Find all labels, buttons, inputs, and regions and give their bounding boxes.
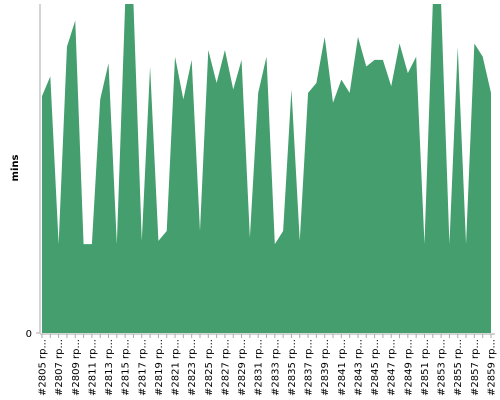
x-tick-label: #2815 rp... (121, 339, 132, 396)
x-tick-label: #2805 rp... (38, 339, 49, 396)
x-tick-label: #2839 rp... (320, 339, 331, 396)
x-tick-label: #2811 rp... (87, 339, 98, 396)
x-tick-label: #2847 rp... (387, 339, 398, 396)
y-axis-label: mins (10, 154, 21, 181)
x-tick-label: #2835 rp... (287, 339, 298, 396)
x-tick-label: #2807 rp... (54, 339, 65, 396)
x-tick-label: #2859 rp... (487, 339, 498, 396)
x-tick-label: #2829 rp... (237, 339, 248, 396)
x-tick-label: #2833 rp... (270, 339, 281, 396)
x-tick-label: #2843 rp... (353, 339, 364, 396)
x-tick-label: #2837 rp... (304, 339, 315, 396)
x-tick-label: #2849 rp... (403, 339, 414, 396)
x-tick-label: #2813 rp... (104, 339, 115, 396)
x-tick-label: #2857 rp... (470, 339, 481, 396)
x-tick-label: #2809 rp... (71, 339, 82, 396)
x-tick-label: #2827 rp... (220, 339, 231, 396)
y-tick-label: 0 (26, 329, 32, 340)
x-tick-label: #2831 rp... (254, 339, 265, 396)
x-tick-label: #2821 rp... (171, 339, 182, 396)
x-tick-label: #2823 rp... (187, 339, 198, 396)
x-tick-label: #2825 rp... (204, 339, 215, 396)
x-tick-label: #2819 rp... (154, 339, 165, 396)
x-tick-label: #2855 rp... (453, 339, 464, 396)
x-tick-label: #2841 rp... (337, 339, 348, 396)
x-tick-label: #2817 rp... (137, 339, 148, 396)
area (42, 4, 491, 333)
x-tick-label: #2853 rp... (437, 339, 448, 396)
x-tick-label: #2845 rp... (370, 339, 381, 396)
x-tick-label: #2851 rp... (420, 339, 431, 396)
